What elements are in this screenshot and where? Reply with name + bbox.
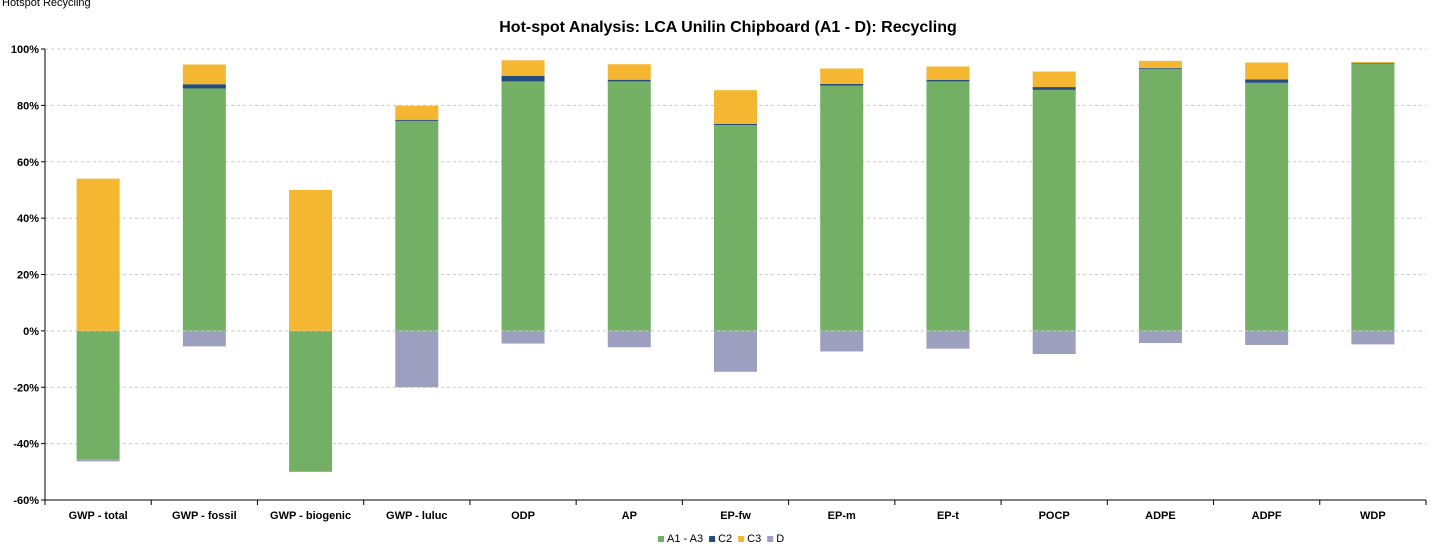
bar-segment: [1245, 62, 1289, 80]
bar-segment: [820, 83, 864, 86]
legend-label: D: [776, 533, 784, 545]
x-tick-label: ADPF: [1252, 510, 1282, 522]
legend: A1 - A3 C2 C3 D: [658, 533, 784, 545]
bar-segment: [395, 105, 439, 120]
bar-segment: [182, 88, 226, 331]
legend-swatch: [709, 536, 716, 542]
x-tick-label: ODP: [511, 510, 535, 522]
bar-segment: [1138, 330, 1182, 343]
x-tick-label: EP-fw: [720, 510, 751, 522]
bar-segment: [820, 330, 864, 352]
x-tick-label: GWP - fossil: [172, 510, 237, 522]
bar-segment: [607, 79, 651, 82]
bar-segment: [182, 84, 226, 89]
y-tick-label: -60%: [13, 495, 39, 507]
y-axis-ticks: -60% -40% -20% 0% 20% 40% 60% 80% 100%: [11, 44, 39, 507]
cropped-caption: Hotspot Recycling: [2, 0, 91, 9]
bar-segment: [1032, 71, 1076, 88]
bar-segment: [714, 123, 757, 126]
bar-segment: [607, 330, 651, 348]
legend-swatch: [738, 536, 745, 542]
bar-segment: [607, 81, 651, 331]
x-tick-label: GWP - luluc: [386, 510, 448, 522]
bar-segment: [1351, 62, 1395, 64]
bars-group: [76, 60, 1395, 472]
bar-segment: [1032, 87, 1076, 90]
legend-label: A1 - A3: [667, 533, 703, 545]
bar-segment: [1138, 67, 1182, 69]
x-tick-label: EP-m: [828, 510, 856, 522]
bar-segment: [1032, 330, 1076, 354]
bar-segment: [182, 330, 226, 347]
bar-segment: [501, 75, 545, 82]
bar-segment: [76, 330, 120, 460]
y-tick-label: 40%: [17, 213, 39, 225]
bar-segment: [926, 80, 970, 82]
x-tick-label: EP-t: [937, 510, 959, 522]
x-tick-label: WDP: [1360, 510, 1386, 522]
bar-segment: [1245, 79, 1289, 83]
legend-swatch: [658, 536, 664, 542]
legend-label: C3: [747, 533, 761, 545]
x-tick-label: AP: [622, 510, 637, 522]
legend-swatch: [767, 536, 774, 542]
bar-segment: [76, 459, 120, 462]
bar-segment: [1351, 63, 1395, 331]
bar-segment: [395, 119, 439, 121]
bar-segment: [501, 330, 545, 344]
legend-label: C2: [718, 533, 732, 545]
bar-segment: [926, 66, 970, 81]
bar-segment: [820, 68, 864, 84]
x-tick-label: ADPE: [1145, 510, 1176, 522]
bar-segment: [926, 330, 970, 349]
y-tick-label: 80%: [17, 100, 39, 112]
bar-segment: [395, 120, 439, 331]
x-tick-label: GWP - total: [69, 510, 128, 522]
bar-segment: [714, 125, 757, 331]
bar-segment: [607, 64, 651, 80]
bar-segment: [501, 81, 545, 331]
x-tick-label: GWP - biogenic: [270, 510, 351, 522]
bar-segment: [289, 189, 333, 331]
bar-segment: [395, 330, 439, 388]
bar-segment: [820, 85, 864, 331]
bar-segment: [501, 60, 545, 76]
bar-segment: [714, 90, 757, 124]
chart-title: Hot-spot Analysis: LCA Unilin Chipboard …: [499, 19, 957, 36]
bar-segment: [1032, 89, 1076, 331]
axes: [41, 48, 1427, 505]
x-axis-ticks: GWP - total GWP - fossil GWP - biogenic GWP…: [69, 510, 1386, 522]
y-tick-label: 20%: [17, 270, 39, 282]
bar-segment: [182, 64, 226, 85]
bar-segment: [1138, 60, 1182, 68]
bar-segment: [926, 81, 970, 331]
bar-segment: [1245, 330, 1289, 345]
x-tick-label: POCP: [1039, 510, 1070, 522]
y-tick-label: -40%: [13, 439, 39, 451]
bar-segment: [289, 330, 333, 472]
bar-segment: [714, 330, 757, 372]
bar-segment: [1351, 61, 1395, 63]
bar-segment: [1351, 330, 1395, 345]
bar-segment: [1138, 68, 1182, 331]
bar-segment: [1245, 82, 1289, 331]
y-tick-label: 100%: [11, 44, 39, 56]
y-tick-label: 60%: [17, 157, 39, 169]
y-tick-label: -20%: [13, 382, 39, 394]
bar-segment: [76, 178, 120, 331]
y-tick-label: 0%: [23, 326, 39, 338]
